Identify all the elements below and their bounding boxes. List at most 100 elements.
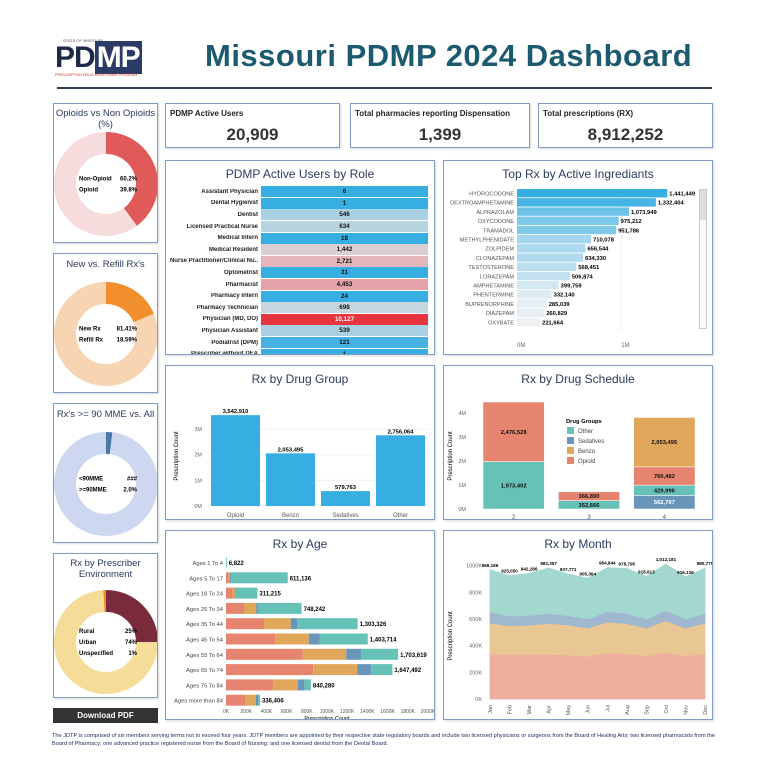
x-tick-label: 1M — [621, 343, 629, 349]
donut-panel-opioids: Opioids vs Non Opioids (%) Non-Opioid 60.… — [53, 103, 158, 243]
x-tick-label: Sedatives — [332, 513, 358, 519]
x-tick-label: 0K — [223, 709, 230, 715]
ingredient-bar — [517, 253, 584, 262]
x-tick-label: Sep — [644, 705, 650, 715]
logo-text: PDMP — [55, 41, 142, 74]
month-total-label: 969,186 — [482, 563, 499, 568]
segment-value-label: 562,797 — [654, 500, 675, 506]
age-bar-segment-opioid — [226, 694, 246, 706]
legend-label: Opioid — [578, 459, 595, 465]
ingredient-value-label: 332,140 — [554, 293, 575, 299]
age-total-label: 1,647,492 — [394, 668, 421, 674]
ingredient-label: HYDROCODONE — [469, 192, 514, 198]
age-bar-segment-benzo — [302, 648, 347, 660]
schedule-bar-segment-other — [482, 461, 545, 510]
x-tick-label: 2000K — [421, 709, 435, 715]
age-label: Ages 75 To 84 — [186, 683, 224, 689]
logo-subtitle: PRESCRIPTION DRUG MONITORING PROGRAM — [55, 73, 138, 77]
y-tick-label: 2M — [458, 459, 466, 465]
role-name: Prescriber without DEA — [190, 351, 258, 355]
legend-swatch — [567, 447, 574, 454]
donut-legend-value: ### — [127, 477, 138, 483]
ingredient-value-label: 221,664 — [542, 320, 564, 326]
logo-top-text: STATE OF MISSOURI — [63, 38, 103, 43]
ingredient-label: PHENTERMINE — [473, 293, 514, 299]
ingredient-bar — [517, 271, 570, 281]
age-label: Ages 35 To 44 — [186, 622, 224, 628]
panel-title: Rx by Age — [272, 537, 328, 551]
month-total-label: 918,613 — [638, 570, 655, 575]
x-tick-label: Mar — [527, 705, 533, 715]
kpi-total-prescriptions: Total prescriptions (RX) 8,912,252 — [538, 103, 713, 148]
role-row: Pharmacist 4,453 — [166, 279, 434, 291]
panel-title: New vs. Refill Rx's — [66, 259, 145, 270]
month-total-label: 925,050 — [501, 569, 518, 574]
role-row: Nurse Practitioner/Clinical Nu.. 2,721 — [166, 255, 434, 268]
y-tick-label: 0M — [458, 507, 466, 513]
donut-panel-mme: Rx's >= 90 MME vs. All <90MME ### >=90MME 2… — [53, 403, 158, 543]
segment-value-label: 352,666 — [579, 503, 601, 509]
month-area-other — [489, 563, 706, 620]
kpi-active-users: PDMP Active Users 20,909 — [165, 103, 340, 148]
x-tick-label: Nov — [683, 705, 689, 715]
age-bar-segment-opioid — [226, 602, 244, 614]
role-row: Dental Hygienist 1 — [166, 197, 434, 210]
age-bar-segment-other — [258, 602, 302, 614]
ingredients-bar-chart: HYDROCODONE 1,441,449 DEXTROAMPHETAMINE 1,3… — [450, 189, 696, 349]
age-bar-segment-sedatives — [346, 648, 362, 660]
ingredient-label: DEXTROAMPHETAMINE — [450, 201, 514, 207]
donut-legend-label: Non-Opioid — [79, 177, 112, 183]
age-label: Ages 1 To 4 — [192, 561, 223, 567]
role-value: 10,127 — [261, 313, 428, 325]
age-total-label: 611,136 — [290, 576, 312, 582]
panel-title: PDMP Active Users by Role — [225, 167, 375, 181]
ingredient-bar — [517, 262, 577, 271]
role-name: Pharmacy Technician — [196, 304, 258, 311]
role-row: Assistant Physician 6 — [166, 186, 434, 198]
ingredient-bar — [517, 299, 547, 308]
age-bar-segment-other — [231, 572, 288, 584]
kpi-value: 20,909 — [226, 125, 279, 144]
x-tick-label: 1800K — [401, 709, 416, 715]
x-tick-label: Oct — [664, 705, 670, 714]
role-row: Prescriber without DEA 1 — [166, 348, 434, 355]
role-value: 6 — [261, 186, 428, 198]
y-tick-label: 400K — [469, 644, 482, 650]
age-bar-segment-benzo — [243, 602, 257, 614]
age-total-label: 840,280 — [313, 683, 335, 689]
role-name: Medical Resident — [208, 246, 258, 253]
ingredient-label: BUPRENORPHINE — [465, 302, 514, 308]
donut-legend-value: 1% — [128, 651, 137, 657]
role-row: Physician Assistant 539 — [166, 325, 434, 337]
ingredient-value-label: 1,441,449 — [669, 192, 696, 198]
x-tick-label: 1200K — [340, 709, 355, 715]
segment-value-label: 1,973,402 — [501, 483, 527, 489]
y-tick-label: 0K — [475, 697, 482, 703]
x-tick-label: 3 — [587, 515, 591, 520]
ingredient-value-label: 285,039 — [549, 302, 571, 308]
donut-legend-label: Refill Rx — [79, 338, 104, 344]
drug-group-bar — [321, 491, 370, 506]
month-total-label: 978,795 — [619, 561, 636, 566]
legend-swatch — [567, 427, 574, 434]
month-total-label: 982,357 — [540, 561, 557, 566]
age-bar-segment-benzo — [275, 633, 309, 645]
panel-title: Rx's >= 90 MME vs. All — [56, 409, 155, 420]
bar-value-label: 2,756,064 — [388, 429, 415, 435]
scrollbar[interactable] — [699, 189, 707, 329]
donut-legend-value: 25% — [125, 629, 138, 635]
y-tick-label: 800K — [469, 590, 482, 596]
prescriber-env-donut-chart: Rural 25% Urban 74% Unspecified 1% — [54, 590, 157, 694]
ingredient-value-label: 975,212 — [621, 219, 642, 225]
ingredient-label: LORAZEPAM — [480, 274, 514, 280]
age-bar-segment-other — [226, 557, 227, 568]
top-rx-ingredients-panel: Top Rx by Active Ingrediants HYDROCODONE… — [443, 160, 713, 355]
role-row: Optometrist 31 — [166, 267, 434, 279]
download-pdf-button[interactable]: Download PDF — [53, 708, 158, 723]
role-name: Dentist — [237, 211, 258, 218]
x-tick-label: 400K — [261, 709, 273, 715]
scrollbar-thumb[interactable] — [700, 190, 706, 220]
age-bar-segment-sedatives — [255, 694, 259, 706]
role-row: Pharmacy Intern 24 — [166, 290, 434, 302]
role-table: Assistant Physician 6 Dental Hygienist 1 Den… — [166, 186, 434, 355]
